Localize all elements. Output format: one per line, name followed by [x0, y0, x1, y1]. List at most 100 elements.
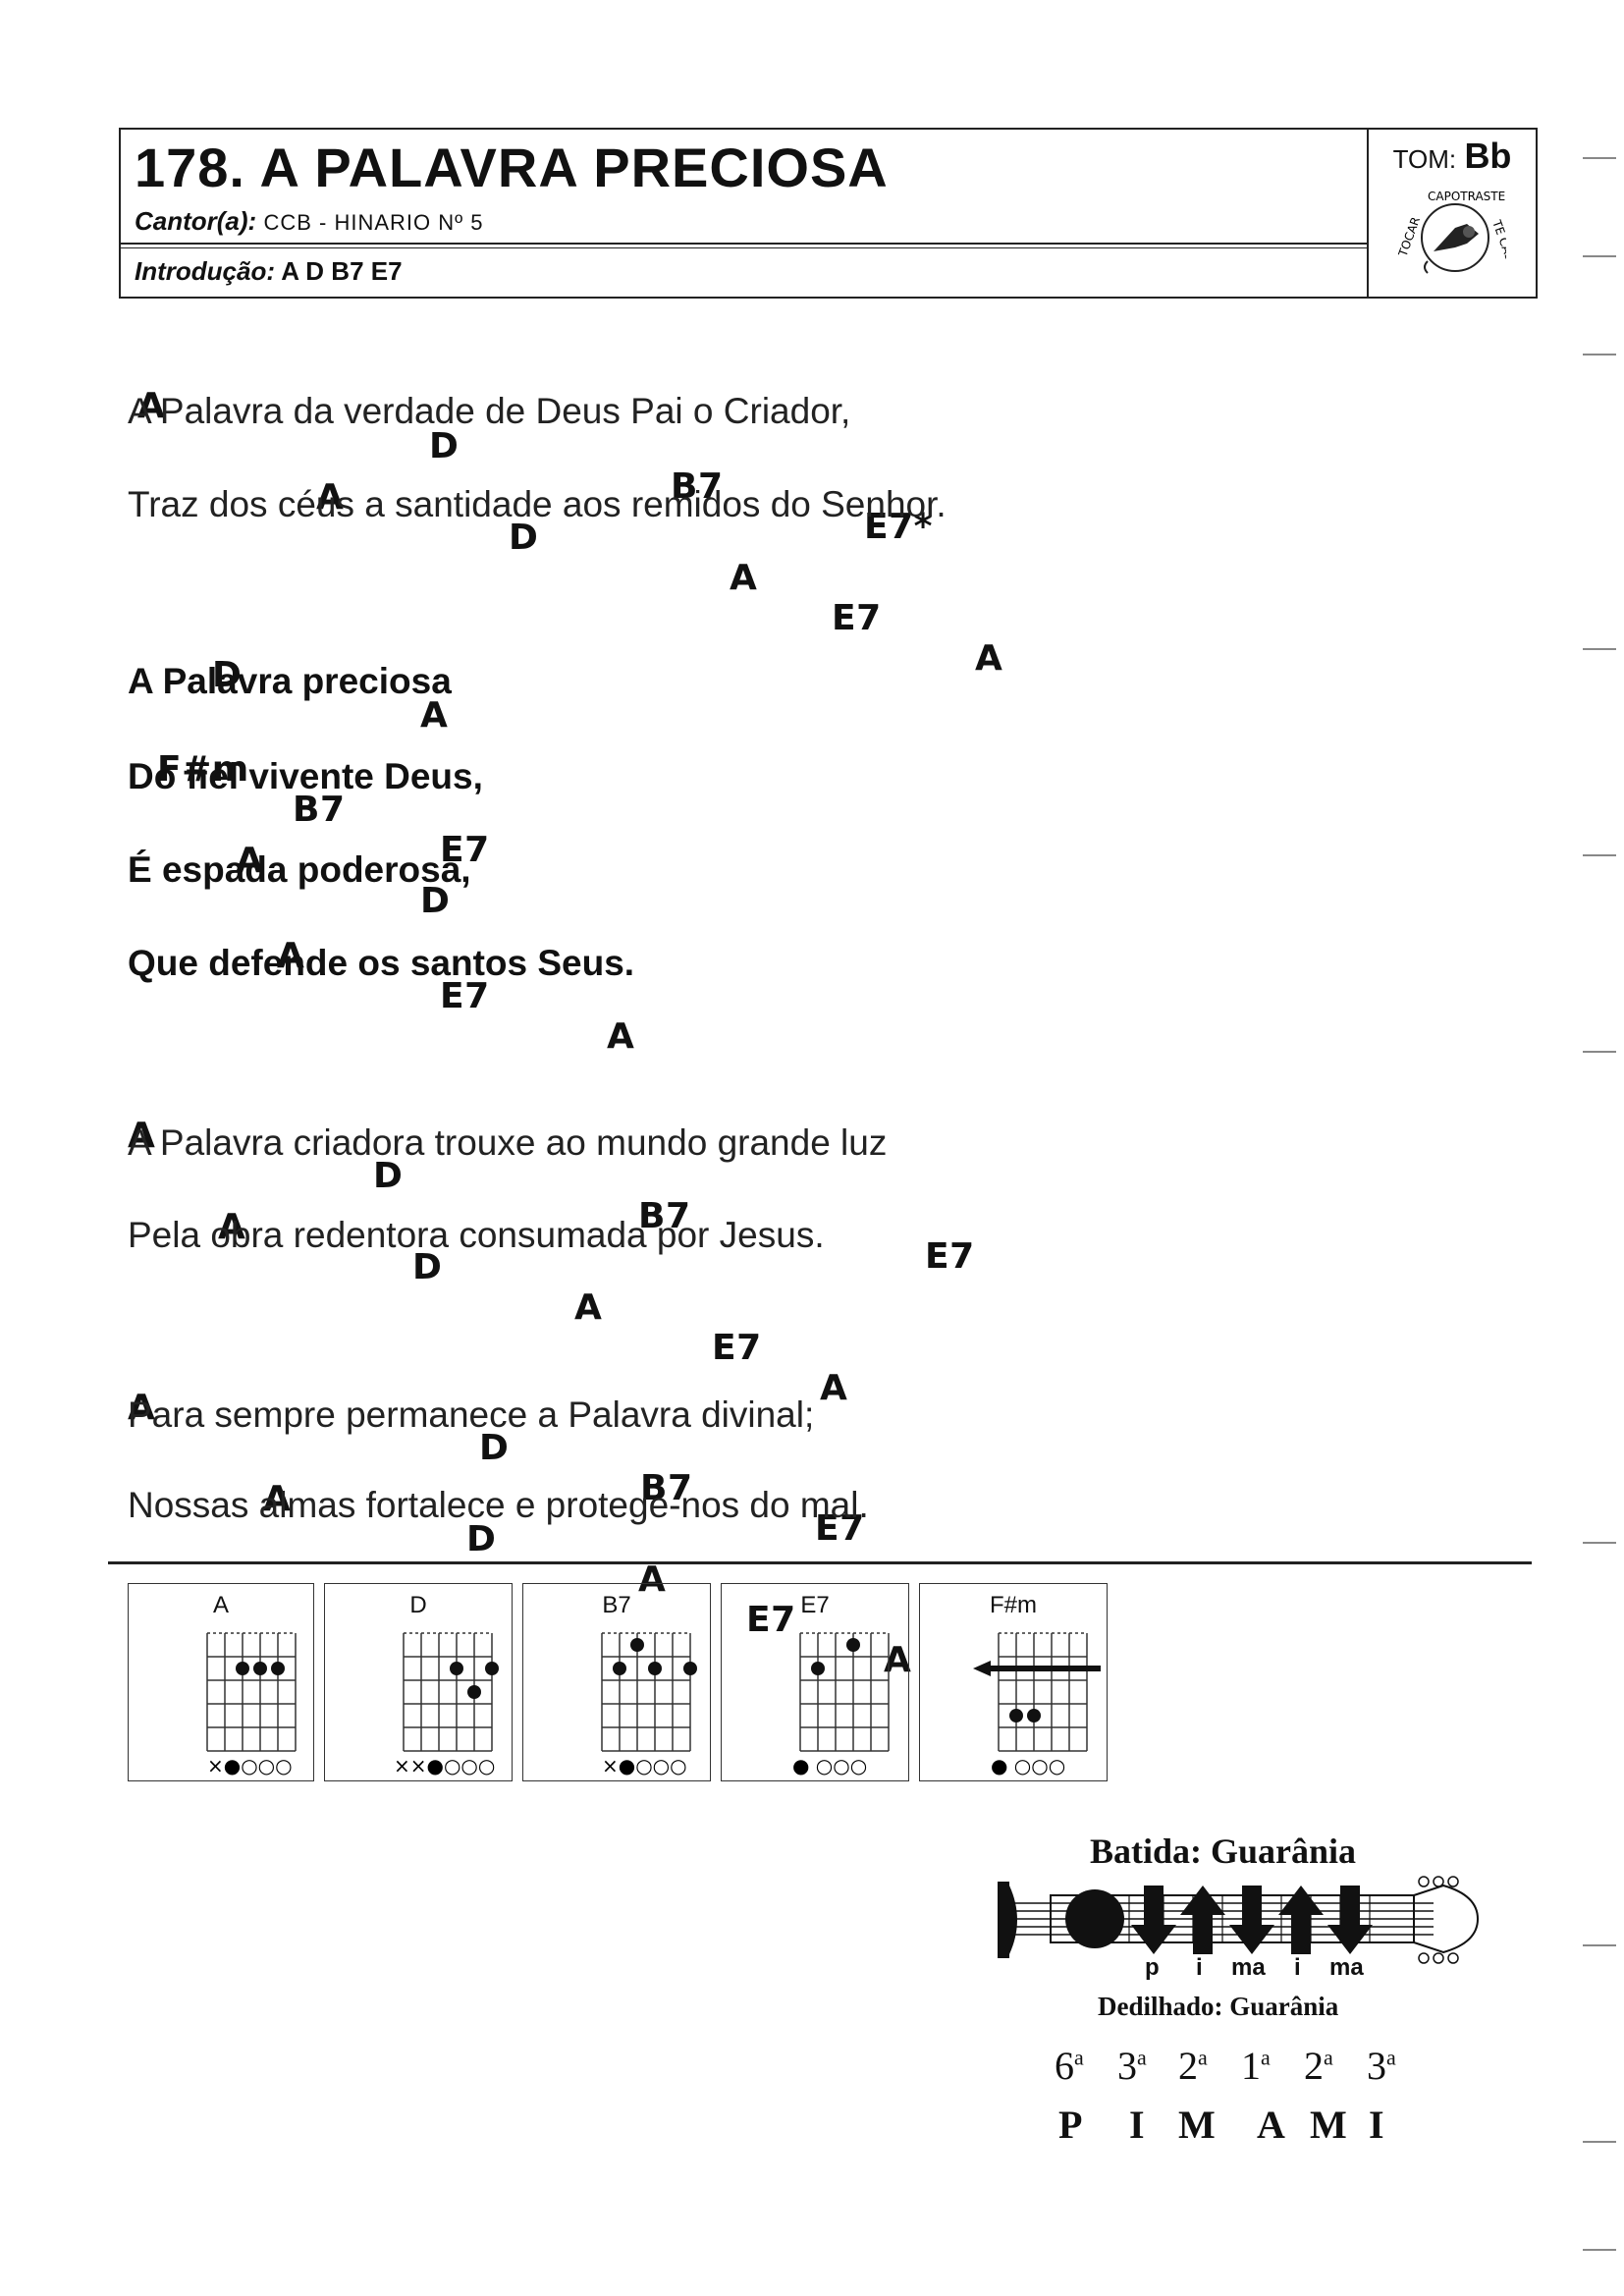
string-markers: ×●○○○ — [207, 1754, 293, 1777]
chord-line: A D — [128, 800, 450, 921]
chord-line: A D A E7 A — [128, 437, 1002, 679]
picking-string: 3a — [1117, 2044, 1147, 2088]
scan-edge-mark — [1583, 354, 1616, 355]
chord: E7 — [712, 1328, 762, 1368]
intro-line: Introdução: A D B7 E7 — [135, 256, 403, 287]
strum-finger: p — [1145, 1954, 1160, 1981]
chord: E7 — [440, 976, 490, 1016]
picking-string: 2a — [1304, 2044, 1333, 2088]
chord: A — [574, 1287, 603, 1328]
strum-finger: i — [1294, 1954, 1301, 1981]
chord: A — [277, 936, 305, 976]
chord: A — [137, 386, 166, 426]
lyric-line: Traz dos céus a santidade aos remidos do… — [128, 484, 947, 524]
fretboard-grid-icon: ● ○○○ — [973, 1632, 1101, 1777]
lyric-line: A Palavra criadora trouxe ao mundo grand… — [128, 1122, 888, 1163]
chord-line: A D B7 E7 — [128, 1075, 974, 1277]
song-header: 178. A PALAVRA PRECIOSA Cantor(a): CCB -… — [119, 128, 1538, 299]
lyric-line: Que defende os santos Seus. — [128, 943, 635, 983]
chord: A — [316, 477, 345, 518]
header-divider — [121, 243, 1367, 245]
chord: A — [263, 1479, 292, 1519]
fingerpicking-title: Dedilhado: Guarânia — [1098, 1992, 1339, 2021]
lyric-line: Pela obra redentora consumada por Jesus. — [128, 1215, 825, 1255]
chord: E7 — [440, 830, 490, 870]
intro-value: A D B7 E7 — [281, 256, 403, 286]
guitar-strum-icon — [998, 1876, 1480, 1964]
picking-finger: P — [1058, 2103, 1083, 2147]
chord-diagram-d: D ××●○○○ — [324, 1583, 513, 1781]
svg-text:TOCAR: TOCAR — [1398, 215, 1423, 259]
chord-diagram-b7: B7 ×●○○○ — [522, 1583, 711, 1781]
scan-edge-mark — [1583, 255, 1616, 257]
chord: A — [638, 1559, 667, 1600]
key-value: Bb — [1464, 136, 1512, 176]
chord: B7 — [638, 1196, 691, 1236]
chord-line: A D B7 E7* — [128, 346, 932, 547]
lyric-line: Para sempre permanece a Palavra divinal; — [128, 1394, 815, 1435]
scan-edge-mark — [1583, 854, 1616, 856]
scan-edge-mark — [1583, 648, 1616, 650]
section-divider — [108, 1561, 1532, 1564]
strum-finger: i — [1196, 1954, 1203, 1981]
string-markers: ● ○○○ — [792, 1754, 867, 1777]
chord: E7 — [832, 598, 882, 638]
picking-string: 1a — [1241, 2044, 1271, 2088]
chord: E7 — [925, 1236, 975, 1277]
chord: A — [236, 841, 264, 881]
chord: A — [128, 1116, 156, 1156]
key-label: TOM: — [1392, 144, 1457, 174]
scan-edge-mark — [1583, 2141, 1616, 2143]
picking-finger: A — [1257, 2103, 1285, 2147]
chord-line: A E7 A — [128, 896, 634, 1057]
picking-string: 3a — [1367, 2044, 1396, 2088]
key-box: TOM: Bb TOCAR CAPOTRASTE TE CASA — [1367, 130, 1536, 297]
chord: D — [429, 426, 460, 466]
chord-line: A D A E7 A — [128, 1167, 847, 1408]
scan-edge-mark — [1583, 1944, 1616, 1946]
singer-label: Cantor(a): — [135, 206, 257, 236]
chord-diagram-name: D — [409, 1592, 427, 1618]
chord: A — [975, 638, 1003, 679]
lyric-line: A Palavra preciosa — [128, 661, 452, 701]
chord: A — [218, 1207, 246, 1247]
picking-finger: M — [1178, 2103, 1216, 2147]
chord-diagram-name: A — [212, 1592, 229, 1618]
svg-text:TE CASA: TE CASA — [1489, 217, 1506, 271]
strum-finger: ma — [1329, 1954, 1364, 1981]
chord-diagram-name: F#m — [990, 1592, 1037, 1618]
chord-diagram-a: A ×●○○○ — [128, 1583, 314, 1781]
chord-line: F#m B7 E7 — [128, 709, 489, 870]
chord: A — [820, 1368, 848, 1408]
chord-diagram-e7: E7 ● ○○○ — [721, 1583, 909, 1781]
scan-edge-mark — [1583, 1542, 1616, 1544]
chord: D — [509, 518, 539, 558]
picking-finger: M — [1310, 2103, 1347, 2147]
chord: D — [466, 1519, 497, 1559]
chord: D — [479, 1428, 510, 1468]
chord: B7 — [671, 466, 724, 507]
chord-diagram-name: B7 — [602, 1592, 631, 1618]
chord: A — [607, 1016, 635, 1057]
fretboard-grid-icon: ×●○○○ — [601, 1632, 697, 1777]
scan-edge-mark — [1583, 157, 1616, 159]
string-markers: ×●○○○ — [602, 1754, 687, 1777]
strum-title: Batida: Guarânia — [1090, 1831, 1357, 1871]
singer-value: CCB - HINARIO Nº 5 — [263, 210, 484, 235]
lyric-line: A Palavra da verdade de Deus Pai o Criad… — [128, 391, 851, 431]
string-markers: ××●○○○ — [394, 1754, 495, 1777]
chord: D — [412, 1247, 443, 1287]
chord: A — [730, 558, 758, 598]
lyric-line: Nossas almas fortalece e protege-nos do … — [128, 1485, 869, 1525]
singer-line: Cantor(a): CCB - HINARIO Nº 5 — [135, 206, 484, 237]
fretboard-grid-icon: ××●○○○ — [394, 1632, 499, 1777]
scan-edge-mark — [1583, 1051, 1616, 1053]
chord: E7 — [815, 1508, 865, 1549]
chord: A — [420, 695, 449, 736]
chord-diagram-fsharp-m: F#m ● ○○○ — [919, 1583, 1108, 1781]
fretboard-grid-icon: ×●○○○ — [206, 1632, 297, 1777]
chord: F#m — [157, 749, 249, 790]
chord-line: A D B7 E7 — [128, 1347, 864, 1549]
fretboard-grid-icon: ● ○○○ — [792, 1632, 890, 1777]
scan-edge-mark — [1583, 2249, 1616, 2251]
